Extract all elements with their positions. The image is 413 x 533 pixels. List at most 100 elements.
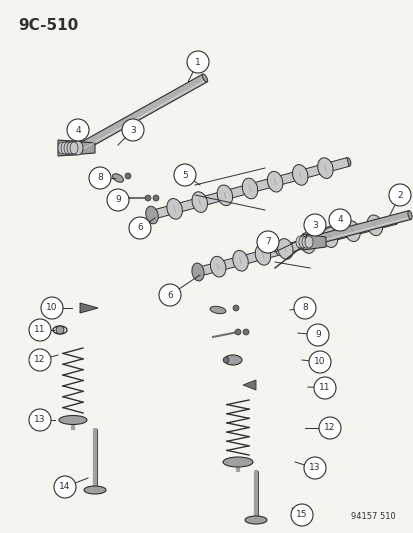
- Circle shape: [256, 231, 278, 253]
- Polygon shape: [78, 74, 206, 152]
- Ellipse shape: [70, 142, 78, 154]
- Ellipse shape: [232, 251, 248, 271]
- Ellipse shape: [304, 236, 312, 248]
- Text: 6: 6: [137, 223, 142, 232]
- Ellipse shape: [407, 211, 411, 220]
- Polygon shape: [302, 234, 325, 250]
- Ellipse shape: [77, 144, 83, 152]
- Text: 3: 3: [130, 125, 135, 134]
- Ellipse shape: [71, 141, 81, 155]
- Circle shape: [89, 167, 111, 189]
- Circle shape: [153, 195, 159, 201]
- Circle shape: [313, 377, 335, 399]
- Ellipse shape: [67, 142, 75, 154]
- Circle shape: [388, 184, 410, 206]
- Polygon shape: [196, 216, 395, 276]
- Circle shape: [56, 326, 64, 334]
- Text: 8: 8: [97, 174, 102, 182]
- Ellipse shape: [69, 141, 79, 155]
- Text: 10: 10: [313, 358, 325, 367]
- Circle shape: [328, 209, 350, 231]
- Ellipse shape: [223, 457, 252, 467]
- Text: 15: 15: [296, 511, 307, 520]
- Ellipse shape: [67, 141, 77, 155]
- Polygon shape: [306, 211, 410, 246]
- Text: 10: 10: [46, 303, 57, 312]
- Text: 14: 14: [59, 482, 71, 491]
- Ellipse shape: [191, 263, 204, 281]
- Circle shape: [67, 119, 89, 141]
- Ellipse shape: [166, 199, 182, 219]
- Ellipse shape: [305, 238, 309, 246]
- Ellipse shape: [210, 256, 225, 277]
- Ellipse shape: [299, 233, 315, 253]
- Circle shape: [122, 119, 144, 141]
- Ellipse shape: [112, 174, 123, 182]
- Text: 4: 4: [336, 215, 342, 224]
- Ellipse shape: [63, 141, 73, 155]
- Ellipse shape: [344, 158, 350, 166]
- Ellipse shape: [73, 141, 83, 155]
- Text: 5: 5: [182, 171, 188, 180]
- Ellipse shape: [254, 245, 270, 265]
- Circle shape: [125, 173, 131, 179]
- Circle shape: [293, 297, 315, 319]
- Ellipse shape: [192, 192, 207, 213]
- Circle shape: [107, 189, 129, 211]
- Ellipse shape: [216, 185, 232, 206]
- Ellipse shape: [244, 516, 266, 524]
- Circle shape: [303, 457, 325, 479]
- Ellipse shape: [292, 165, 307, 185]
- Text: 6: 6: [167, 290, 173, 300]
- Text: 12: 12: [323, 424, 335, 432]
- Ellipse shape: [344, 221, 359, 241]
- Text: 13: 13: [34, 416, 46, 424]
- Circle shape: [306, 324, 328, 346]
- Ellipse shape: [59, 416, 87, 424]
- Ellipse shape: [267, 172, 282, 192]
- Ellipse shape: [298, 236, 306, 248]
- Ellipse shape: [322, 227, 337, 247]
- Ellipse shape: [295, 236, 303, 248]
- Ellipse shape: [366, 215, 382, 236]
- Circle shape: [41, 297, 63, 319]
- Circle shape: [54, 476, 76, 498]
- Ellipse shape: [317, 158, 332, 179]
- Ellipse shape: [64, 142, 72, 154]
- Ellipse shape: [209, 306, 225, 314]
- Circle shape: [29, 409, 51, 431]
- Text: 11: 11: [318, 384, 330, 392]
- Text: 4: 4: [75, 125, 81, 134]
- Circle shape: [29, 349, 51, 371]
- Text: 12: 12: [34, 356, 45, 365]
- Text: 9: 9: [115, 196, 121, 205]
- Circle shape: [303, 214, 325, 236]
- Ellipse shape: [242, 178, 257, 199]
- Text: 94157 510: 94157 510: [350, 512, 395, 521]
- Circle shape: [318, 417, 340, 439]
- Text: 9C-510: 9C-510: [18, 18, 78, 33]
- Circle shape: [290, 504, 312, 526]
- Ellipse shape: [301, 236, 309, 248]
- Circle shape: [29, 319, 51, 341]
- Ellipse shape: [149, 211, 154, 220]
- Ellipse shape: [202, 74, 207, 82]
- Circle shape: [145, 195, 151, 201]
- Circle shape: [308, 351, 330, 373]
- Polygon shape: [58, 140, 95, 156]
- Circle shape: [159, 284, 180, 306]
- Text: 11: 11: [34, 326, 46, 335]
- Ellipse shape: [65, 141, 75, 155]
- Text: 9: 9: [314, 330, 320, 340]
- Circle shape: [242, 329, 248, 335]
- Text: 7: 7: [264, 238, 270, 246]
- Text: 13: 13: [309, 464, 320, 472]
- Ellipse shape: [58, 142, 66, 154]
- Circle shape: [129, 217, 151, 239]
- Circle shape: [187, 51, 209, 73]
- Text: 8: 8: [301, 303, 307, 312]
- Ellipse shape: [277, 239, 292, 259]
- Polygon shape: [242, 380, 255, 390]
- Ellipse shape: [195, 268, 200, 277]
- Text: 2: 2: [396, 190, 402, 199]
